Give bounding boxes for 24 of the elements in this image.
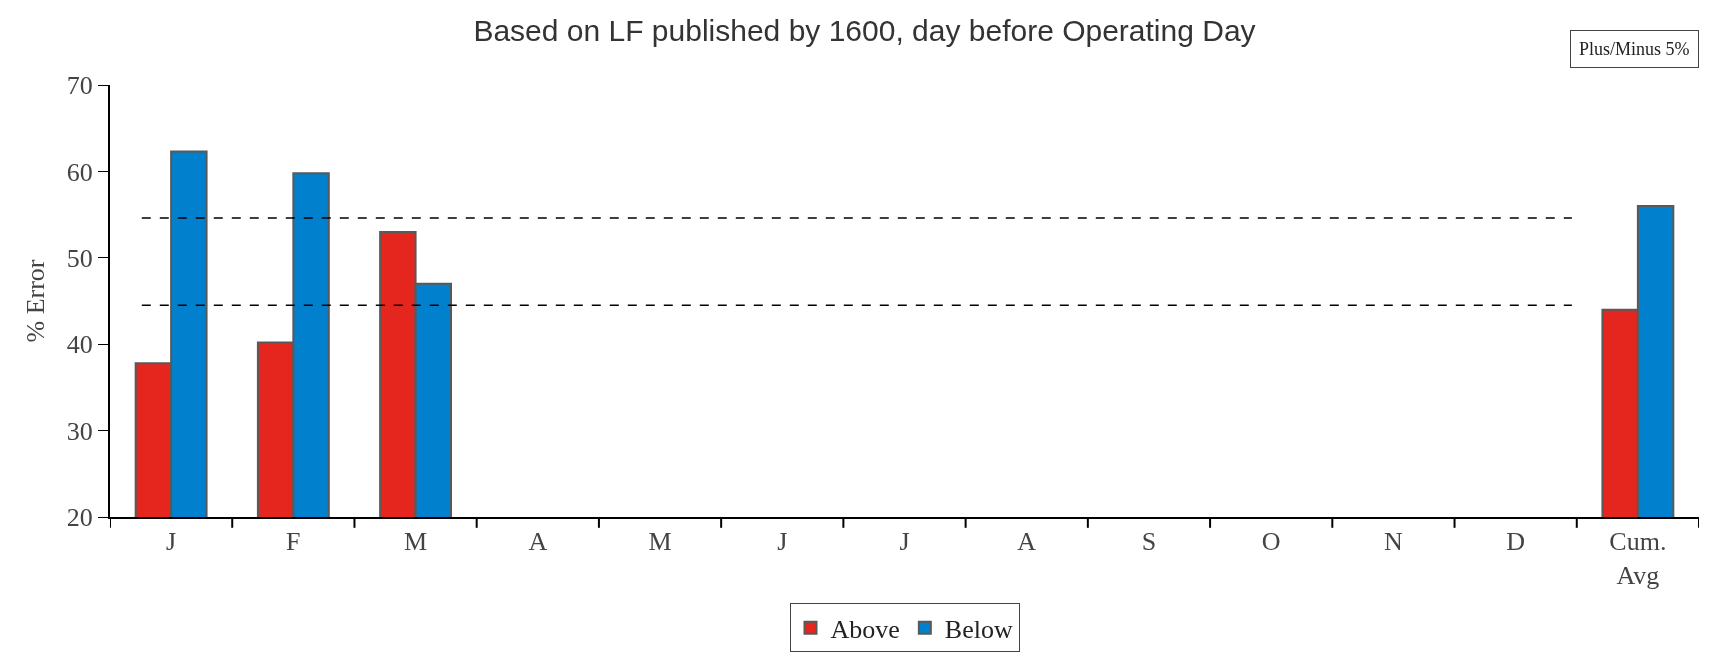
x-tick-label: D [1506,527,1526,557]
x-tick-label: M [404,527,428,557]
x-tick-label: O [1261,527,1281,557]
text: Plus/Minus 5% [1579,39,1690,59]
y-tick-label: 50 [66,243,93,273]
chart-title: Based on LF published by 1600, day before Operating Day [473,14,1256,48]
x-tick-label: M [648,527,672,557]
x-tick-label: F [286,527,301,557]
x-tick-label: J [899,527,910,557]
y-tick-label: 20 [66,503,93,533]
x-tick-label: J [166,527,177,557]
y-tick-label: 40 [66,330,93,360]
x-tick-label: S [1141,527,1157,557]
legend-label: Below [944,614,1013,644]
y-tick-label: 60 [66,157,93,187]
y-tick-label: 70 [66,71,93,101]
x-tick-label: A [528,527,548,557]
x-tick-label: N [1384,527,1404,557]
x-tick-label: A [1017,527,1037,557]
y-axis-title: % Error [20,259,50,343]
x-tick-label: Cum. Avg [1609,527,1667,590]
y-tick-label: 30 [66,416,93,446]
x-tick-label: J [777,527,788,557]
legend-label: Above [830,614,900,644]
